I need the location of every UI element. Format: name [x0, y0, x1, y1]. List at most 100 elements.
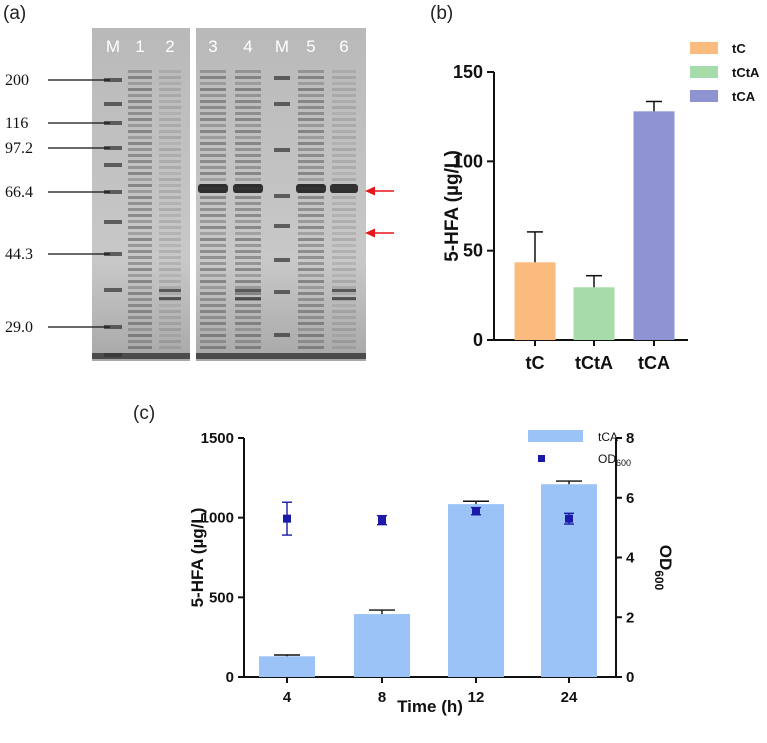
x-tick-label-8: 8	[378, 689, 386, 706]
lane-band	[235, 286, 261, 289]
lane-band	[159, 172, 181, 175]
x-tick-label-4: 4	[283, 689, 292, 706]
lane-band	[298, 112, 324, 115]
lane-band	[298, 286, 324, 289]
lane-band	[332, 250, 356, 253]
lane-band	[298, 292, 324, 295]
x-tick-label-tCtA: tCtA	[575, 353, 613, 373]
lane-band	[298, 256, 324, 259]
dye-front-left	[92, 353, 190, 359]
lane-band	[332, 334, 356, 337]
lane-band	[332, 262, 356, 265]
lane-band	[128, 106, 152, 109]
lane-band	[159, 334, 181, 337]
lane-band	[298, 334, 324, 337]
lane-band	[159, 190, 181, 193]
marker-band	[274, 290, 290, 294]
lane-band	[128, 82, 152, 85]
lane-band	[128, 124, 152, 127]
legend-swatch-tCA	[690, 90, 718, 102]
lane-band	[298, 268, 324, 271]
lane-band	[235, 214, 261, 217]
lane-band	[298, 148, 324, 151]
marker-label-1: 116	[5, 115, 28, 132]
lane-band	[235, 160, 261, 163]
x-axis-title: Time (h)	[397, 697, 463, 716]
marker-label-5: 29.0	[5, 319, 33, 336]
lane-band	[200, 106, 226, 109]
lane-band	[298, 304, 324, 307]
marker-band	[104, 163, 122, 167]
lane-band	[235, 316, 261, 319]
bar-8h	[354, 614, 410, 677]
lane-band	[128, 334, 152, 337]
lane-band	[235, 232, 261, 235]
lane-band	[235, 166, 261, 169]
x-tick-label-12: 12	[468, 689, 485, 706]
lane-band	[128, 70, 152, 73]
lane-band	[235, 328, 261, 331]
lane-band	[159, 124, 181, 127]
y-tick-label-2: 1000	[201, 510, 234, 527]
lane-band	[128, 232, 152, 235]
lane-band	[235, 238, 261, 241]
lane-band	[200, 202, 226, 205]
lane-band	[332, 160, 356, 163]
y-tick-label-2: 100	[453, 151, 483, 171]
lane-band	[235, 256, 261, 259]
lane-band	[159, 238, 181, 241]
lane-band	[298, 244, 324, 247]
lane-band	[235, 208, 261, 211]
lane-band	[128, 328, 152, 331]
marker-band	[104, 288, 122, 292]
legend-label-OD600: OD600	[598, 452, 631, 468]
lane-band	[128, 154, 152, 157]
lane-band	[128, 310, 152, 313]
y2-tick-label-3: 6	[626, 490, 634, 507]
lane-band	[200, 280, 226, 283]
lane-band	[200, 286, 226, 289]
lane-band	[159, 316, 181, 319]
lane-band	[159, 262, 181, 265]
lane-band	[332, 88, 356, 91]
lane-band	[159, 136, 181, 139]
lane-band	[332, 130, 356, 133]
lane-band	[332, 106, 356, 109]
lane-band	[159, 280, 181, 283]
lane-band	[200, 250, 226, 253]
lane-band	[298, 328, 324, 331]
lane-band	[332, 346, 356, 349]
arrow-head-1	[365, 228, 375, 238]
lane-band	[332, 70, 356, 73]
x-tick-label-tCA: tCA	[638, 353, 670, 373]
lane-band	[332, 280, 356, 283]
lane-band	[332, 214, 356, 217]
lane-band	[298, 76, 324, 79]
marker-label-0: 200	[5, 72, 29, 89]
lane-band	[298, 106, 324, 109]
lane-band	[332, 244, 356, 247]
lane-band	[159, 106, 181, 109]
lane-band	[235, 292, 261, 295]
lane-band	[235, 124, 261, 127]
lane-band	[200, 238, 226, 241]
lane-band	[332, 100, 356, 103]
lane-band	[235, 172, 261, 175]
lane-band	[200, 100, 226, 103]
lane-band	[128, 268, 152, 271]
lane-band	[332, 154, 356, 157]
marker-band	[274, 194, 290, 198]
marker-band	[104, 220, 122, 224]
lane-band	[332, 286, 356, 289]
lane-band	[332, 124, 356, 127]
legend-label-tCtA: tCtA	[732, 65, 760, 80]
lane-band	[128, 226, 152, 229]
marker-label-3: 66.4	[5, 184, 33, 201]
doublet-band	[332, 289, 356, 292]
lane-band	[298, 238, 324, 241]
lane-label-7: 6	[339, 37, 348, 56]
lane-band	[200, 196, 226, 199]
lane-band	[332, 256, 356, 259]
lane-band	[332, 118, 356, 121]
